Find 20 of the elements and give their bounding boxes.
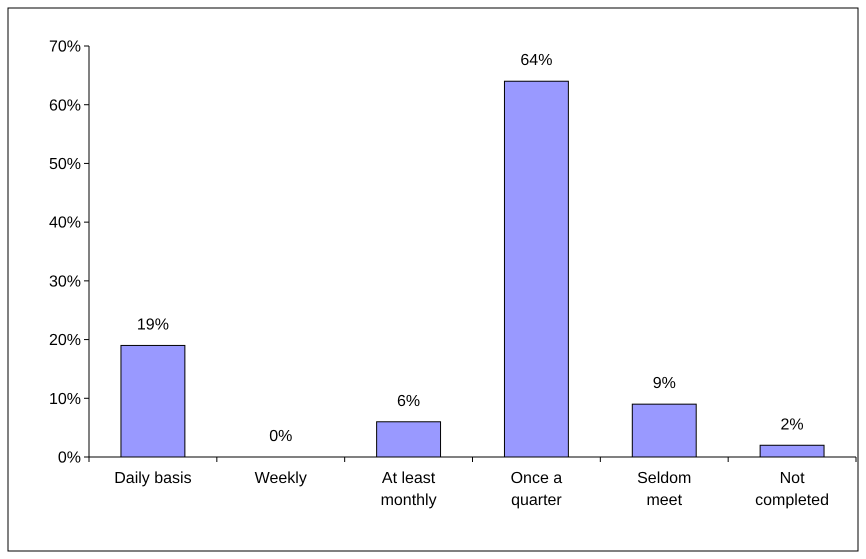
y-tick-label: 30% [48, 273, 81, 290]
data-label: 19% [136, 316, 169, 334]
y-tick-label: 20% [48, 332, 81, 350]
y-tick-label: 40% [48, 214, 81, 232]
x-tick-label: Seldom meet [637, 470, 692, 509]
y-tick-label: 60% [48, 97, 81, 114]
x-tick-label: Once a quarter [510, 470, 562, 509]
y-tick-label: 50% [48, 156, 81, 174]
y-tick-label: 10% [48, 390, 81, 408]
data-label: 6% [397, 392, 420, 410]
data-label: 9% [652, 375, 676, 392]
y-tick-label: 70% [48, 38, 81, 56]
data-label: 0% [269, 428, 292, 445]
x-tick-label: At least monthly [380, 470, 437, 509]
x-tick-label: Weekly [254, 470, 307, 487]
x-tick-label: Daily basis [114, 470, 192, 487]
data-label: 2% [780, 416, 804, 434]
y-tick-label: 0% [58, 450, 81, 467]
x-tick-label: Not completed [755, 470, 829, 509]
data-label: 64% [520, 52, 552, 70]
